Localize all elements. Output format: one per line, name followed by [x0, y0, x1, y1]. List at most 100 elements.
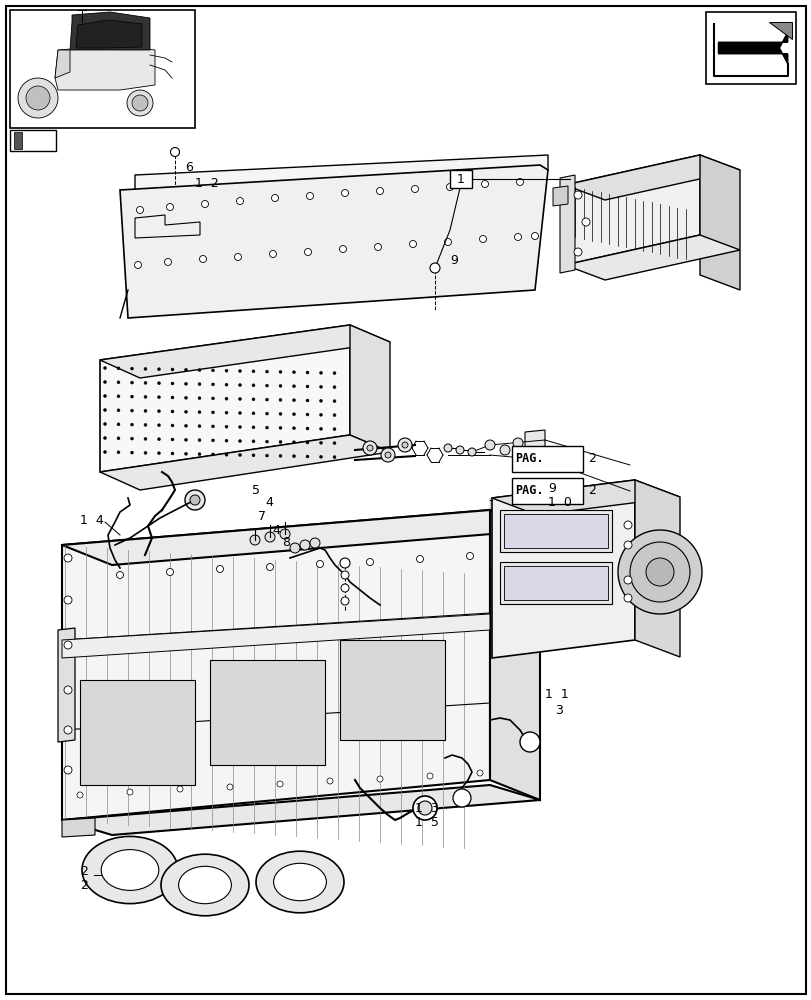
Bar [504, 566, 607, 600]
Polygon shape [100, 435, 389, 490]
Text: 2: 2 [80, 880, 88, 892]
Circle shape [341, 571, 349, 579]
Circle shape [144, 451, 147, 454]
Circle shape [171, 410, 174, 413]
Circle shape [271, 195, 278, 202]
Circle shape [413, 796, 436, 820]
Circle shape [363, 441, 376, 455]
Bar [511, 478, 582, 504]
Circle shape [64, 686, 72, 694]
Circle shape [117, 409, 120, 412]
Circle shape [184, 382, 187, 385]
Circle shape [251, 398, 255, 401]
Circle shape [198, 369, 201, 372]
Circle shape [292, 455, 295, 458]
Circle shape [144, 437, 147, 440]
Circle shape [333, 414, 336, 417]
Circle shape [157, 452, 161, 455]
Polygon shape [62, 614, 489, 658]
Bar [449, 170, 471, 188]
Polygon shape [718, 32, 787, 64]
Circle shape [103, 380, 106, 383]
Circle shape [136, 207, 144, 214]
Circle shape [116, 572, 123, 578]
Circle shape [280, 529, 290, 539]
Text: 4: 4 [272, 524, 280, 536]
Circle shape [333, 400, 336, 403]
Bar [10, 10, 195, 128]
Circle shape [234, 253, 241, 260]
Circle shape [516, 179, 523, 186]
Text: 5: 5 [251, 484, 260, 496]
Circle shape [339, 245, 346, 252]
Circle shape [292, 385, 295, 388]
Circle shape [184, 424, 187, 427]
Circle shape [117, 437, 120, 440]
Circle shape [211, 383, 214, 386]
Circle shape [171, 396, 174, 399]
Bar [706, 12, 795, 84]
Circle shape [265, 454, 268, 457]
Circle shape [144, 367, 147, 370]
Circle shape [306, 427, 309, 430]
Polygon shape [62, 510, 489, 820]
Circle shape [327, 778, 333, 784]
Polygon shape [350, 325, 389, 452]
Circle shape [279, 454, 281, 457]
Text: 1: 1 [457, 173, 465, 186]
Circle shape [265, 398, 268, 401]
Circle shape [184, 368, 187, 371]
Circle shape [484, 440, 495, 450]
Circle shape [479, 235, 486, 242]
Circle shape [623, 541, 631, 549]
Circle shape [279, 398, 281, 401]
Circle shape [117, 367, 120, 370]
Circle shape [427, 773, 432, 779]
Circle shape [18, 78, 58, 118]
Circle shape [319, 385, 322, 388]
Circle shape [416, 556, 423, 562]
Circle shape [279, 370, 281, 373]
Polygon shape [135, 215, 200, 238]
Circle shape [306, 413, 309, 416]
Circle shape [157, 410, 161, 413]
Circle shape [376, 188, 383, 195]
Circle shape [117, 423, 120, 426]
Polygon shape [100, 325, 350, 472]
Circle shape [319, 427, 322, 430]
Polygon shape [55, 50, 70, 78]
Text: PAG.: PAG. [515, 485, 543, 497]
Circle shape [646, 558, 673, 586]
Circle shape [238, 369, 241, 372]
Circle shape [292, 427, 295, 430]
Polygon shape [560, 175, 574, 273]
Text: 1  1: 1 1 [544, 688, 568, 702]
Circle shape [292, 413, 295, 416]
Circle shape [211, 397, 214, 400]
Bar [210, 660, 324, 765]
Circle shape [184, 396, 187, 399]
Ellipse shape [101, 850, 159, 890]
Circle shape [481, 181, 488, 188]
Circle shape [238, 397, 241, 400]
Circle shape [198, 383, 201, 386]
Circle shape [184, 410, 187, 413]
Circle shape [157, 382, 161, 385]
Text: 1  0: 1 0 [547, 495, 571, 508]
Circle shape [384, 452, 391, 458]
Circle shape [316, 560, 323, 568]
Text: 4: 4 [264, 495, 272, 508]
Circle shape [127, 789, 133, 795]
Text: 7: 7 [258, 510, 266, 522]
Circle shape [409, 240, 416, 247]
Circle shape [500, 445, 509, 455]
Circle shape [26, 86, 50, 110]
Circle shape [227, 784, 233, 790]
Circle shape [453, 789, 470, 807]
Polygon shape [564, 235, 739, 280]
Circle shape [131, 395, 133, 398]
Polygon shape [768, 22, 791, 39]
Ellipse shape [273, 863, 326, 901]
Circle shape [376, 776, 383, 782]
Circle shape [117, 395, 120, 398]
